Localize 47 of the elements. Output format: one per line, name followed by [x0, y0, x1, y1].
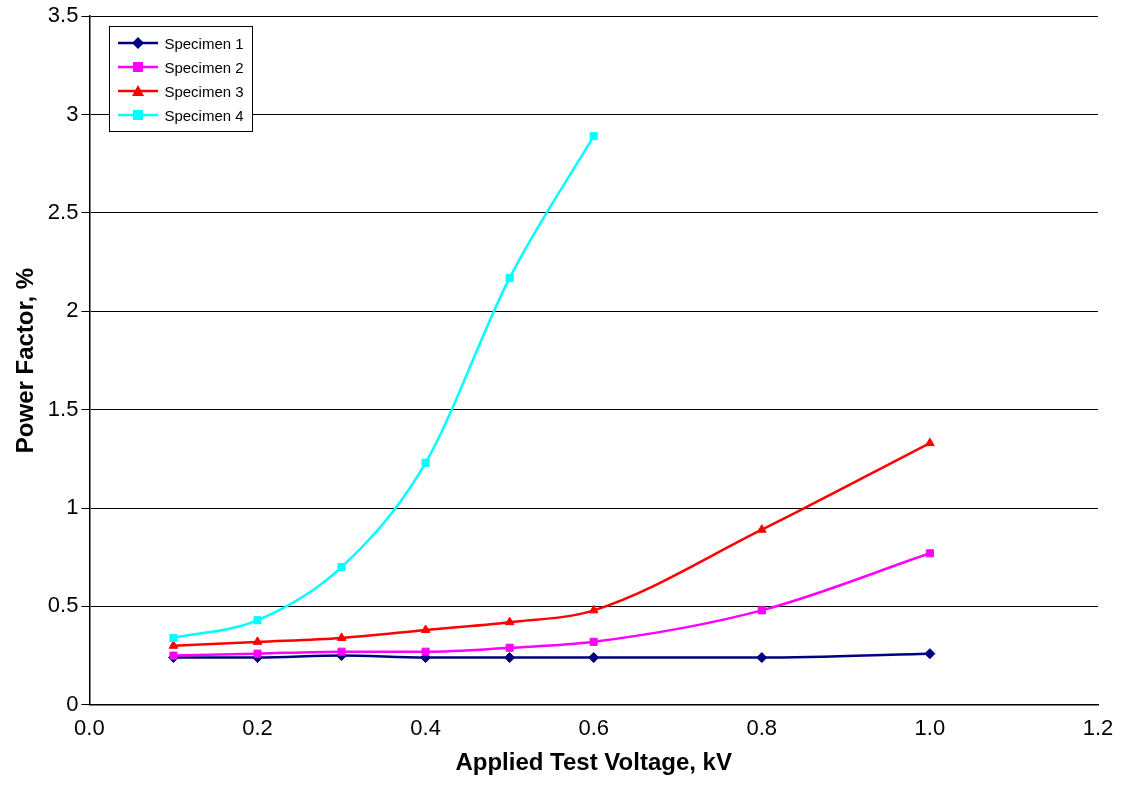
y-tick-label: 1.5 — [47, 395, 79, 421]
point — [421, 647, 430, 656]
legend-label: Specimen 2 — [164, 58, 244, 76]
y-tick-label: 0.5 — [47, 592, 79, 618]
point — [925, 437, 935, 447]
point — [924, 648, 936, 660]
x-tick-label: 1.2 — [1082, 715, 1114, 741]
y-axis-title: Power Factor, % — [11, 267, 39, 454]
x-tick-label: 0.8 — [746, 715, 778, 741]
y-tick-label: 0 — [66, 690, 79, 716]
point — [925, 549, 934, 558]
legend-label: Specimen 1 — [164, 34, 244, 52]
point — [337, 647, 346, 656]
x-tick-label: 1.0 — [914, 715, 946, 741]
y-tick-label: 2 — [66, 297, 79, 323]
y-tick-label: 2.5 — [47, 199, 79, 225]
point — [588, 652, 600, 664]
point — [505, 643, 514, 652]
point — [589, 637, 598, 646]
point — [757, 606, 766, 615]
point — [589, 132, 598, 141]
point — [252, 636, 263, 645]
point — [420, 624, 431, 634]
point — [337, 563, 346, 572]
point — [504, 652, 516, 664]
y-tick-label: 3 — [66, 100, 79, 126]
legend-label: Specimen 4 — [164, 106, 244, 124]
point — [756, 524, 767, 533]
point — [169, 633, 178, 642]
point — [336, 632, 347, 641]
point — [169, 651, 178, 660]
point — [588, 604, 599, 614]
x-axis-title: Applied Test Voltage, kV — [455, 748, 732, 776]
legend-label: Specimen 3 — [164, 82, 244, 100]
point — [504, 616, 515, 626]
point — [505, 273, 514, 282]
point — [421, 458, 430, 467]
y-tick-label: 1 — [66, 494, 79, 520]
x-tick-label: 0.4 — [410, 715, 441, 741]
x-tick-label: 0.0 — [74, 715, 105, 741]
point — [253, 616, 262, 625]
point — [756, 652, 768, 664]
point — [168, 640, 179, 649]
y-tick-label: 3.5 — [47, 2, 79, 28]
point — [253, 649, 262, 658]
x-tick-label: 0.6 — [578, 715, 609, 741]
x-tick-label: 0.2 — [242, 715, 273, 741]
